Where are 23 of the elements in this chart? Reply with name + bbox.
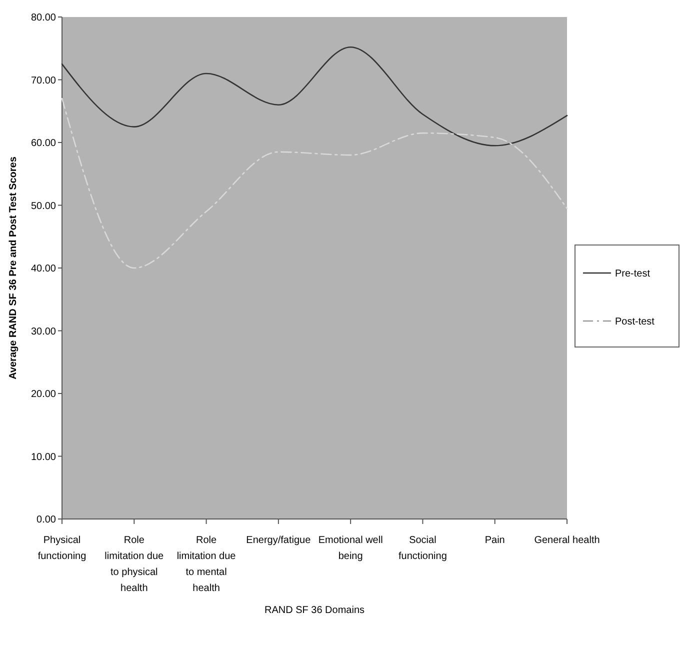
y-tick-label: 30.00 (30, 326, 56, 338)
x-tick-label: Pain (484, 535, 505, 546)
x-tick-label: Physical functioning (38, 535, 86, 562)
y-tick-label: 0.00 (36, 514, 56, 526)
x-tick-label: Energy/fatigue (246, 535, 312, 546)
x-tick-label: Role limitation due to physical health (104, 535, 164, 594)
y-axis-title: Average RAND SF 36 Pre and Post Test Scores (8, 156, 19, 380)
x-axis-title: RAND SF 36 Domains (264, 605, 365, 616)
text: Post-test (615, 316, 655, 328)
x-tick-label: Social functioning (398, 535, 447, 562)
y-tick-label: 10.00 (30, 452, 56, 463)
legend-label: Pre-test (615, 268, 650, 280)
x-tick-label: Emotional well being (318, 535, 383, 562)
line-series (61, 46, 568, 146)
y-tick-label: 40.00 (30, 264, 56, 274)
x-tick-label: General health (534, 535, 600, 546)
y-tick-label: 70.00 (30, 75, 56, 86)
y-tick-label: 50.00 (30, 200, 56, 212)
y-tick-label: 80.00 (30, 12, 56, 24)
x-tick-label: Role limitation due to mental health (176, 535, 236, 594)
y-tick-label: 20.00 (30, 389, 56, 400)
y-tick-label: 60.00 (30, 138, 56, 149)
line-series (61, 98, 568, 269)
